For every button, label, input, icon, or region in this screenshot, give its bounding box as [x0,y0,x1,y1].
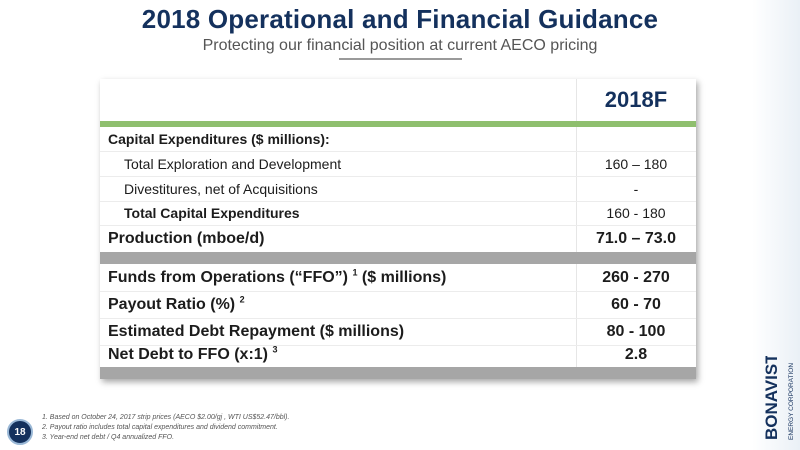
row-label: Production (mboe/d) [108,229,265,247]
row-label: Capital Expenditures ($ millions): [108,131,330,147]
row-label: Total Capital Expenditures [124,205,300,221]
section-divider-gray [100,252,696,264]
row-label: Divestitures, net of Acquisitions [124,181,318,197]
table-row: Production (mboe/d) 71.0 – 73.0 [100,225,696,253]
row-label: Funds from Operations (“FFO”) 1 ($ milli… [108,267,447,286]
row-value: 160 – 180 [604,156,668,172]
footnote-3: 3. Year-end net debt / Q4 annualized FFO… [42,434,175,441]
footnotes: 1. Based on October 24, 2017 strip price… [42,413,289,443]
row-value: 60 - 70 [611,295,661,313]
page-subtitle: Protecting our financial position at cur… [202,37,598,54]
row-label: Payout Ratio (%) 2 [108,294,245,313]
row-value: 71.0 – 73.0 [595,229,677,247]
logo-wordmark: BONAVISTA [762,356,781,440]
header-divider-green [100,121,696,127]
table-row: Total Exploration and Development 160 – … [100,152,696,177]
table-row: Payout Ratio (%) 2 60 - 70 [100,291,696,319]
row-value: - [633,181,639,197]
table-row: Estimated Debt Repayment ($ millions) 80… [100,318,696,346]
page-title: 2018 Operational and Financial Guidance [141,4,659,34]
column-header-2018f: 2018F [604,87,668,112]
logo-tagline: ENERGY CORPORATION [788,363,795,440]
guidance-table: 2018F Capital Expenditures ($ millions):… [100,79,696,379]
page-number-badge: 18 [7,419,33,445]
column-divider [576,79,577,379]
footnote-ref: 1 [352,267,358,278]
table-row: Net Debt to FFO (x:1) 3 2.8 [100,341,696,369]
table-row: Divestitures, net of Acquisitions - [100,177,696,202]
row-value: 2.8 [624,345,648,363]
row-label: Estimated Debt Repayment ($ millions) [108,322,405,340]
footnote-ref: 3 [272,344,278,355]
bonavista-logo: BONAVISTA ENERGY CORPORATION [762,356,795,440]
subtitle-underline [339,58,462,60]
row-value: 160 - 180 [606,205,666,221]
footnote-ref: 2 [239,294,245,305]
row-label: Total Exploration and Development [124,156,342,172]
table-bottom-bar [100,367,696,379]
row-value: 260 - 270 [602,268,670,286]
table-row: Capital Expenditures ($ millions): [100,127,696,152]
footnote-1: 1. Based on October 24, 2017 strip price… [42,414,290,421]
footnote-2: 2. Payout ratio includes total capital e… [42,424,278,431]
table-row: Total Capital Expenditures 160 - 180 [100,201,696,226]
row-label: Net Debt to FFO (x:1) 3 [108,344,278,363]
table-row: Funds from Operations (“FFO”) 1 ($ milli… [100,264,696,292]
table-header: 2018F [100,79,696,121]
right-gradient-band [752,0,800,450]
row-value: 80 - 100 [606,322,666,340]
